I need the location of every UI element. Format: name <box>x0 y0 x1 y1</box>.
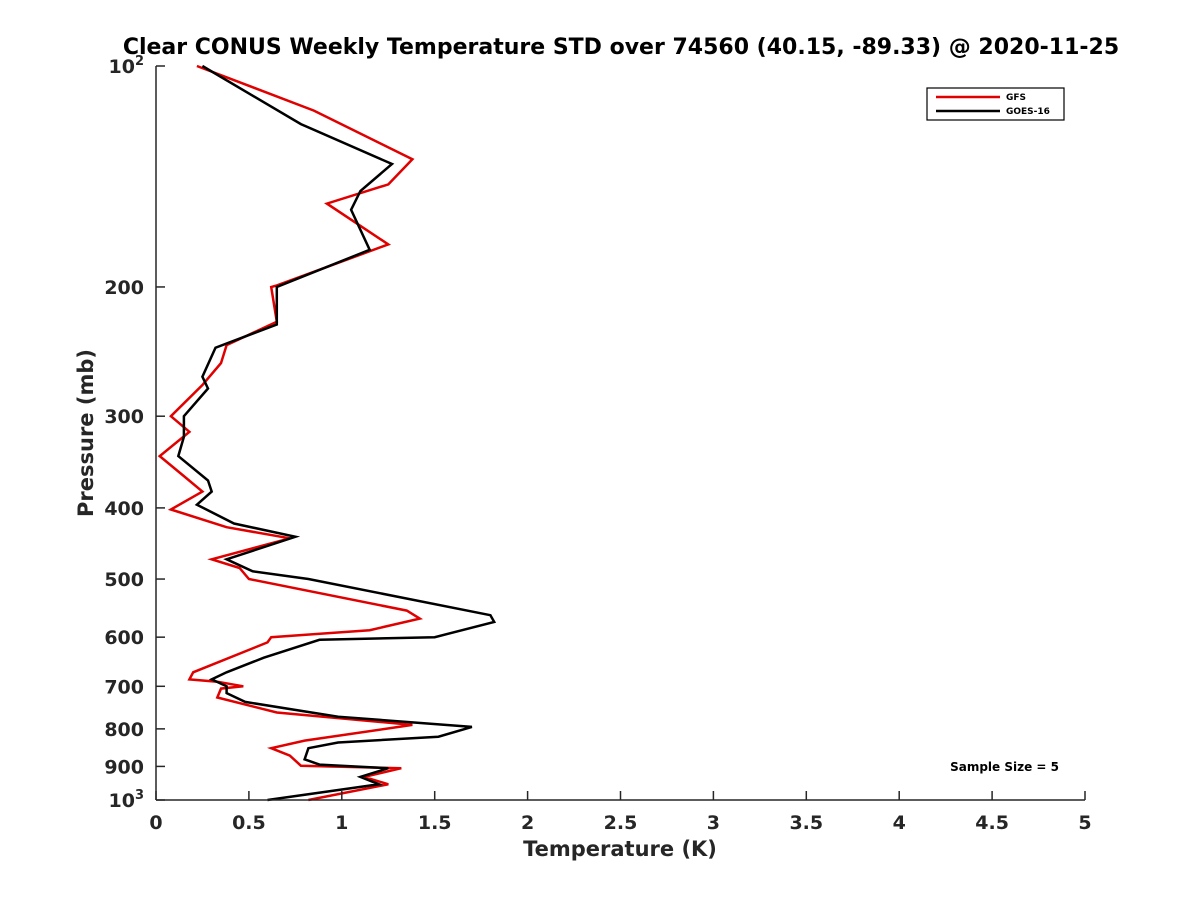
y-tick-label: 103 <box>109 788 145 812</box>
legend-label-gfs: GFS <box>1006 93 1026 103</box>
y-tick-label: 500 <box>104 569 144 591</box>
x-tick-label: 1 <box>335 812 348 834</box>
x-tick-label: 3 <box>707 812 720 834</box>
y-tick-label: 200 <box>104 277 144 299</box>
series-line-goes-16 <box>176 64 497 802</box>
x-tick-label: 5 <box>1078 812 1091 834</box>
series-line-gfs <box>157 64 424 802</box>
x-tick-label: 0.5 <box>232 812 266 834</box>
legend-box <box>926 87 1065 121</box>
x-tick-label: 4.5 <box>975 812 1009 834</box>
x-tick-label: 2 <box>521 812 534 834</box>
y-tick-label: 800 <box>104 719 144 741</box>
x-tick-label: 3.5 <box>789 812 823 834</box>
x-tick-label: 2.5 <box>604 812 638 834</box>
y-tick-label: 700 <box>104 676 144 698</box>
y-ticks: 102 200 300 400 500 600 700 800 900 103 <box>104 54 165 812</box>
plot-area <box>156 66 1085 800</box>
x-tick-label: 1.5 <box>418 812 452 834</box>
y-tick-label: 900 <box>104 756 144 778</box>
y-axis-label: Pressure (mb) <box>74 349 98 517</box>
y-tick-label: 600 <box>104 627 144 649</box>
y-tick-label: 300 <box>104 406 144 428</box>
x-tick-label: 0 <box>149 812 162 834</box>
y-tick-label: 102 <box>109 54 145 78</box>
chart-title: Clear CONUS Weekly Temperature STD over … <box>123 35 1119 60</box>
legend-label-goes-16: GOES-16 <box>1006 107 1050 117</box>
x-axis-label: Temperature (K) <box>523 837 717 861</box>
sample-size-annotation: Sample Size = 5 <box>950 760 1059 774</box>
x-tick-label: 4 <box>893 812 906 834</box>
legend: GFS GOES-16 <box>926 87 1065 121</box>
series-layer <box>157 64 497 802</box>
x-ticks: 0 0.5 1 1.5 2 2.5 3 3.5 4 4.5 5 <box>149 791 1092 834</box>
y-tick-label: 400 <box>104 498 144 520</box>
